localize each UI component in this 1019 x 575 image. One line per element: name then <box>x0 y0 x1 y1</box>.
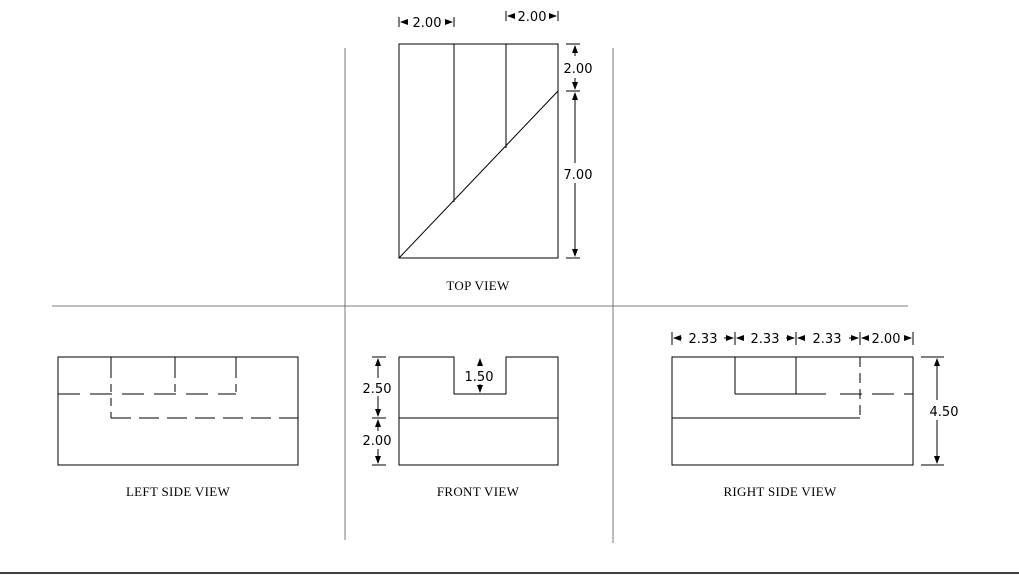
left-view-caption: LEFT SIDE VIEW <box>126 484 231 499</box>
dim-right-total-height: 4.50 <box>930 405 959 420</box>
dim-front-upper-height: 2.50 <box>363 382 392 397</box>
dim-lower-depth: 7.00 <box>564 168 593 183</box>
top-view-diagonal <box>398 90 559 259</box>
front-view-caption: FRONT VIEW <box>437 484 520 499</box>
left-view-outline <box>57 356 299 466</box>
dim-top-left-width: 2.00 <box>413 16 442 31</box>
right-side-view: 2.33 2.33 2.33 2.00 4.50 RIGHT SIDE VIEW <box>671 332 959 499</box>
front-view-outline <box>398 356 559 466</box>
right-view-outline <box>671 356 914 466</box>
dim-right-a: 2.33 <box>689 332 718 347</box>
front-view: 1.50 2.50 2.00 FRONT VIEW <box>363 356 559 499</box>
top-view-caption: TOP VIEW <box>446 278 510 293</box>
dim-right-c: 2.33 <box>813 332 842 347</box>
dim-slot-depth: 1.50 <box>465 370 494 385</box>
top-view-outline <box>398 43 559 259</box>
left-side-view: LEFT SIDE VIEW <box>57 356 299 499</box>
dim-right-d: 2.00 <box>872 332 901 347</box>
dim-front-lower-height: 2.00 <box>363 434 392 449</box>
right-view-caption: RIGHT SIDE VIEW <box>723 484 836 499</box>
dim-top-depth: 2.00 <box>564 62 593 77</box>
dim-top-right-width: 2.00 <box>518 10 547 25</box>
top-view: 2.00 2.00 2.00 7.00 TOP VIEW <box>398 10 593 293</box>
dim-right-b: 2.33 <box>751 332 780 347</box>
